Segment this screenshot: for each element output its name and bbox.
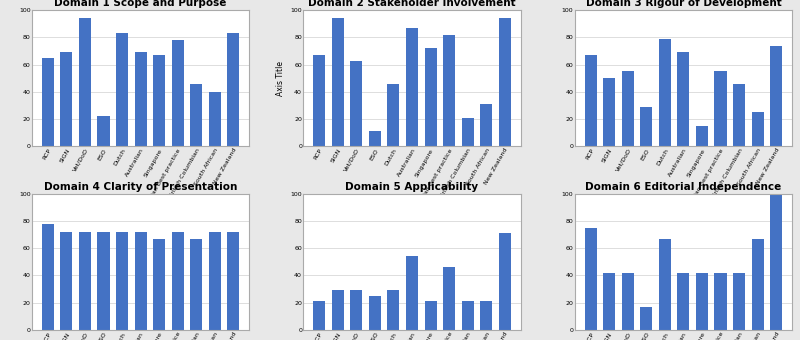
Bar: [425, 301, 437, 330]
Bar: [172, 232, 184, 330]
Title: Domain 1 Scope and Purpose: Domain 1 Scope and Purpose: [54, 0, 226, 8]
Bar: [714, 71, 726, 146]
Bar: [190, 239, 202, 330]
Bar: [714, 273, 726, 330]
Bar: [98, 232, 110, 330]
Bar: [770, 194, 782, 330]
Bar: [61, 232, 73, 330]
Bar: [480, 104, 492, 146]
Bar: [585, 228, 597, 330]
Bar: [622, 273, 634, 330]
Bar: [209, 232, 221, 330]
Bar: [172, 40, 184, 146]
Bar: [603, 78, 615, 146]
Bar: [332, 18, 344, 146]
Bar: [79, 232, 91, 330]
Bar: [369, 131, 381, 146]
Bar: [480, 301, 492, 330]
Bar: [640, 107, 652, 146]
Bar: [387, 290, 399, 330]
Bar: [153, 239, 165, 330]
Bar: [696, 126, 708, 146]
Bar: [733, 273, 745, 330]
Bar: [406, 256, 418, 330]
Bar: [462, 118, 474, 146]
Bar: [153, 55, 165, 146]
Bar: [498, 18, 510, 146]
Bar: [585, 55, 597, 146]
Bar: [443, 35, 455, 146]
Y-axis label: Axis Title: Axis Title: [276, 61, 285, 96]
Bar: [659, 239, 671, 330]
Bar: [751, 112, 763, 146]
Bar: [498, 233, 510, 330]
Bar: [678, 52, 690, 146]
Bar: [640, 307, 652, 330]
Bar: [603, 273, 615, 330]
Title: Domain 4 Clarity of Presentation: Domain 4 Clarity of Presentation: [44, 182, 238, 192]
Bar: [134, 232, 146, 330]
Bar: [425, 48, 437, 146]
Bar: [369, 296, 381, 330]
Bar: [696, 273, 708, 330]
Bar: [42, 224, 54, 330]
Bar: [209, 92, 221, 146]
Bar: [622, 71, 634, 146]
Bar: [350, 61, 362, 146]
Bar: [733, 84, 745, 146]
Bar: [659, 39, 671, 146]
Bar: [98, 116, 110, 146]
Title: Domain 6 Editorial Independence: Domain 6 Editorial Independence: [586, 182, 782, 192]
Bar: [134, 52, 146, 146]
Bar: [332, 290, 344, 330]
Bar: [79, 18, 91, 146]
Title: Domain 2 Stakeholder Involvement: Domain 2 Stakeholder Involvement: [308, 0, 516, 8]
Bar: [751, 239, 763, 330]
Bar: [190, 84, 202, 146]
Bar: [116, 33, 128, 146]
Bar: [42, 58, 54, 146]
Bar: [61, 52, 73, 146]
Bar: [387, 84, 399, 146]
Bar: [314, 55, 326, 146]
Title: Domain 5 Applicability: Domain 5 Applicability: [346, 182, 478, 192]
Bar: [227, 33, 239, 146]
Bar: [678, 273, 690, 330]
Bar: [116, 232, 128, 330]
Bar: [350, 290, 362, 330]
Title: Domain 3 Rigour of Development: Domain 3 Rigour of Development: [586, 0, 782, 8]
Bar: [227, 232, 239, 330]
Bar: [462, 301, 474, 330]
Bar: [314, 301, 326, 330]
Bar: [770, 46, 782, 146]
Bar: [406, 28, 418, 146]
Bar: [443, 267, 455, 330]
